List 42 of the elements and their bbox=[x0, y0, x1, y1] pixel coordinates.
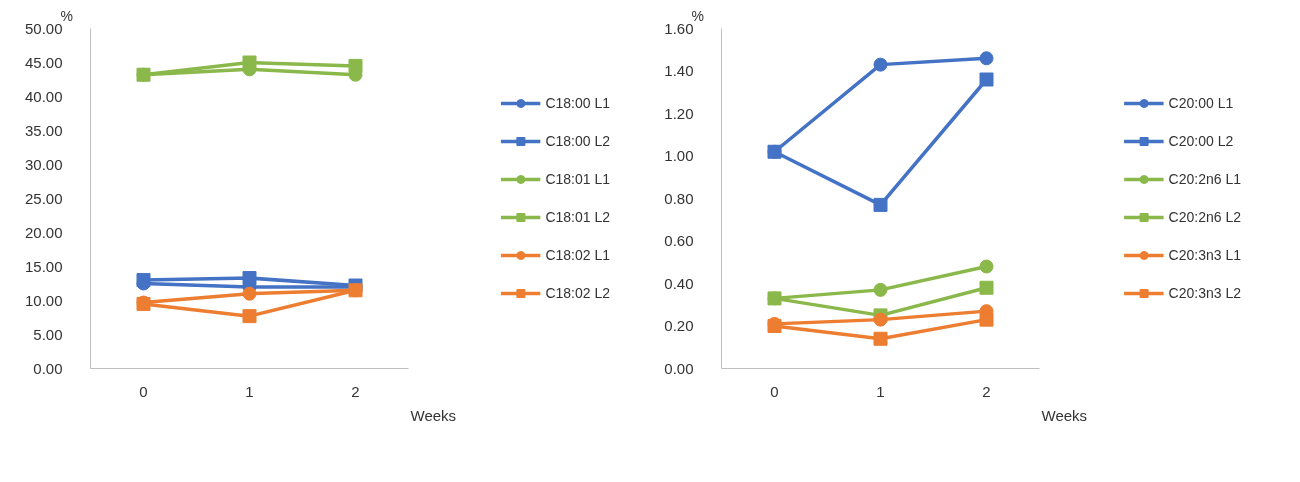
legend-label: C20:3n3 L2 bbox=[1168, 285, 1241, 301]
y-tick-label: 1.20 bbox=[664, 104, 694, 122]
legend-label: C18:02 L2 bbox=[545, 285, 610, 301]
legend-label: C18:02 L1 bbox=[545, 247, 610, 263]
y-tick-label: 1.60 bbox=[664, 19, 694, 37]
y-tick-label: 45.00 bbox=[24, 53, 63, 71]
y-tick-label: 10.00 bbox=[24, 291, 63, 309]
x-tick-label: 2 bbox=[982, 382, 991, 400]
y-tick-label: 1.40 bbox=[664, 62, 694, 79]
x-tick-label: 0 bbox=[770, 382, 779, 400]
x-tick-label: 0 bbox=[139, 382, 148, 400]
y-tick-label: 0.40 bbox=[664, 274, 694, 292]
legend-label: C20:2n6 L2 bbox=[1168, 209, 1241, 225]
y-tick-label: 35.00 bbox=[24, 121, 63, 139]
x-axis-title: Weeks bbox=[1041, 406, 1088, 424]
y-tick-label: 15.00 bbox=[24, 257, 63, 275]
y-axis-title: % bbox=[60, 7, 73, 24]
y-tick-label: 25.00 bbox=[24, 189, 63, 207]
legend-label: C20:2n6 L1 bbox=[1168, 171, 1241, 187]
y-tick-label: 20.00 bbox=[24, 223, 63, 241]
legend-label: C18:01 L2 bbox=[545, 209, 610, 225]
y-tick-label: 0.00 bbox=[664, 359, 694, 377]
y-tick-label: 0.80 bbox=[664, 189, 694, 207]
y-tick-label: 1.00 bbox=[664, 147, 694, 164]
x-axis-title: Weeks bbox=[410, 406, 457, 424]
y-tick-label: 0.00 bbox=[33, 359, 63, 377]
legend-label: C18:00 L2 bbox=[545, 133, 610, 149]
legend-label: C20:3n3 L1 bbox=[1168, 247, 1241, 263]
y-axis-title: % bbox=[691, 7, 704, 24]
x-tick-label: 1 bbox=[876, 382, 885, 400]
legend-label: C20:00 L2 bbox=[1168, 133, 1234, 149]
y-tick-label: 0.20 bbox=[664, 317, 694, 334]
y-tick-label: 0.60 bbox=[664, 232, 694, 249]
legend-label: C18:00 L1 bbox=[545, 95, 610, 111]
x-tick-label: 1 bbox=[245, 382, 254, 400]
y-tick-label: 40.00 bbox=[24, 87, 63, 105]
x-tick-label: 2 bbox=[351, 382, 360, 400]
legend-label: C20:00 L1 bbox=[1168, 95, 1234, 111]
y-tick-label: 30.00 bbox=[24, 155, 63, 173]
y-tick-label: 50.00 bbox=[24, 19, 63, 37]
y-tick-label: 5.00 bbox=[33, 325, 63, 343]
legend-label: C18:01 L1 bbox=[545, 171, 610, 187]
